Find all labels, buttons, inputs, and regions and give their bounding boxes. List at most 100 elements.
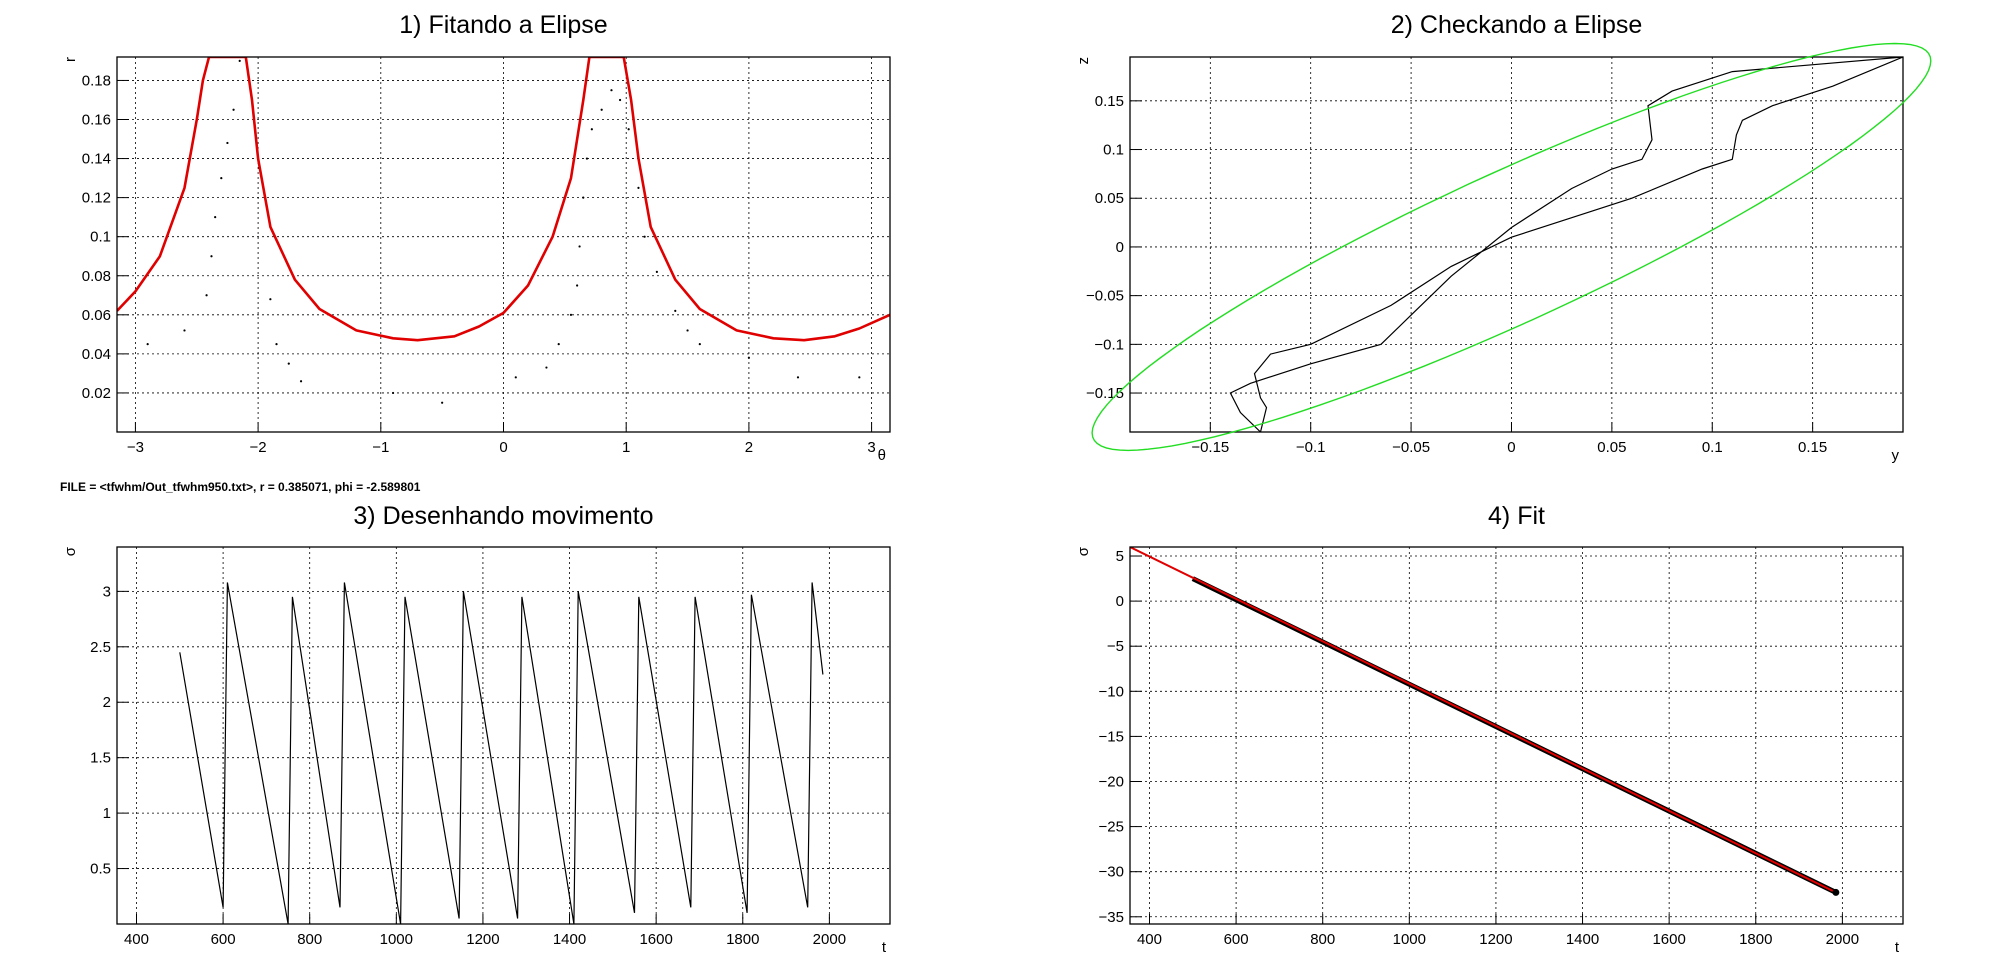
plot-frame <box>1129 56 1904 433</box>
plot-frame <box>116 546 891 925</box>
plot-frame <box>1129 546 1904 925</box>
data-point <box>576 284 579 287</box>
y-tick-label: 0.14 <box>82 151 111 168</box>
data-point <box>686 329 689 332</box>
y-axis-label: σ <box>1075 546 1092 556</box>
data-point <box>569 313 573 316</box>
data-point <box>858 376 861 379</box>
x-tick-label: 400 <box>1137 931 1162 948</box>
x-tick-label: 1400 <box>553 931 586 948</box>
x-tick-label: 1200 <box>1479 931 1512 948</box>
data-point <box>210 255 213 258</box>
y-axis-label: σ <box>62 546 79 556</box>
x-tick-label: 1400 <box>1566 931 1599 948</box>
x-tick-label: −0.15 <box>1191 439 1229 456</box>
x-tick-label: 600 <box>1224 931 1249 948</box>
x-tick-label: 2000 <box>813 931 846 948</box>
x-tick-label: 400 <box>124 931 149 948</box>
data-point <box>146 343 149 346</box>
data-point <box>391 391 395 395</box>
data-point <box>747 356 750 359</box>
data-point <box>637 186 640 189</box>
data-point <box>441 401 444 404</box>
x-axis-label: t <box>1895 939 1900 956</box>
chart-p2: −0.15 −0.1 −0.05 0 0.05 0.1 0.15 −0.15 −0.1 −0.05… <box>1075 11 1904 464</box>
data-point <box>269 298 272 301</box>
x-tick-label: 1800 <box>726 931 759 948</box>
fit-line <box>1130 547 1837 894</box>
data-point <box>698 343 701 346</box>
y-tick-label: 1.5 <box>90 750 111 767</box>
data-point <box>578 245 581 248</box>
y-tick-label: −10 <box>1099 683 1124 700</box>
data-point <box>590 128 593 131</box>
y-tick-label: 0.05 <box>1095 190 1124 207</box>
plot-area-p1 <box>117 57 890 404</box>
chart-title: 4) Fit <box>1488 502 1545 530</box>
y-tick-label: 0.06 <box>82 307 111 324</box>
data-point <box>582 196 585 199</box>
chart-title: 2) Checkando a Elipse <box>1391 11 1643 39</box>
chart-p1: −3 −2 −1 0 1 2 3 0.02 0.04 0.06 0.08 0.1 0.12 0.14 0.1… <box>62 11 891 464</box>
x-tick-label: −0.1 <box>1296 439 1326 456</box>
x-tick-label: 0.05 <box>1597 439 1626 456</box>
data-point <box>627 128 630 131</box>
y-tick-label: 0.02 <box>82 385 111 402</box>
y-tick-label: −15 <box>1099 728 1124 745</box>
x-tick-label: 1000 <box>380 931 413 948</box>
chart-p4: 400 600 800 1000 1200 1400 1600 1800 2000 −35 −30 −… <box>1075 502 1904 956</box>
y-tick-label: 1 <box>103 805 111 822</box>
y-tick-label: −20 <box>1099 773 1124 790</box>
ellipse-curve <box>1091 42 1932 452</box>
data-point <box>183 329 186 332</box>
y-tick-label: 0 <box>1116 593 1124 610</box>
x-tick-label: 0 <box>499 439 507 456</box>
sigma-line <box>179 582 824 924</box>
data-point <box>205 294 208 297</box>
chart-p3: 400 600 800 1000 1200 1400 1600 1800 2000 0.5 1 1.5… <box>62 502 891 956</box>
data-point <box>275 343 278 346</box>
x-tick-label: 1000 <box>1393 931 1426 948</box>
data-point <box>643 235 646 238</box>
x-tick-label: 3 <box>867 439 875 456</box>
chart-title: 1) Fitando a Elipse <box>399 11 607 39</box>
y-tick-label: 3 <box>103 583 111 600</box>
data-point <box>287 362 290 365</box>
x-tick-label: 800 <box>297 931 322 948</box>
data-point <box>618 98 622 102</box>
data-point <box>655 270 658 273</box>
y-tick-label: −30 <box>1099 864 1124 881</box>
data-point <box>545 366 548 369</box>
data-point <box>610 89 613 92</box>
x-tick-label: 0 <box>1507 439 1515 456</box>
y-tick-label: 0.12 <box>82 190 111 207</box>
x-tick-label: 0.1 <box>1702 439 1723 456</box>
y-tick-label: −5 <box>1107 638 1124 655</box>
x-tick-label: −0.05 <box>1392 439 1430 456</box>
data-point <box>557 343 560 346</box>
x-tick-label: 0.15 <box>1798 439 1827 456</box>
x-tick-label: 600 <box>211 931 236 948</box>
data-end-point <box>1832 888 1840 896</box>
y-tick-label: 0.08 <box>82 268 111 285</box>
chart-title: 3) Desenhando movimento <box>353 502 653 530</box>
data-point <box>232 108 235 111</box>
data-point <box>214 216 217 219</box>
data-point <box>238 59 241 63</box>
x-tick-label: −2 <box>250 439 267 456</box>
x-tick-label: 800 <box>1310 931 1335 948</box>
x-tick-label: 1600 <box>639 931 672 948</box>
data-point <box>514 376 517 379</box>
x-tick-label: 1 <box>622 439 630 456</box>
x-tick-label: 1600 <box>1652 931 1685 948</box>
y-axis-label: r <box>62 57 79 62</box>
y-tick-label: 0.18 <box>82 72 111 89</box>
x-axis-label: t <box>882 939 887 956</box>
x-tick-label: 1200 <box>466 931 499 948</box>
y-tick-label: −25 <box>1099 819 1124 836</box>
y-tick-label: −0.05 <box>1086 288 1124 305</box>
x-tick-label: 1800 <box>1739 931 1772 948</box>
data-point <box>674 309 677 313</box>
data-point <box>220 176 223 180</box>
